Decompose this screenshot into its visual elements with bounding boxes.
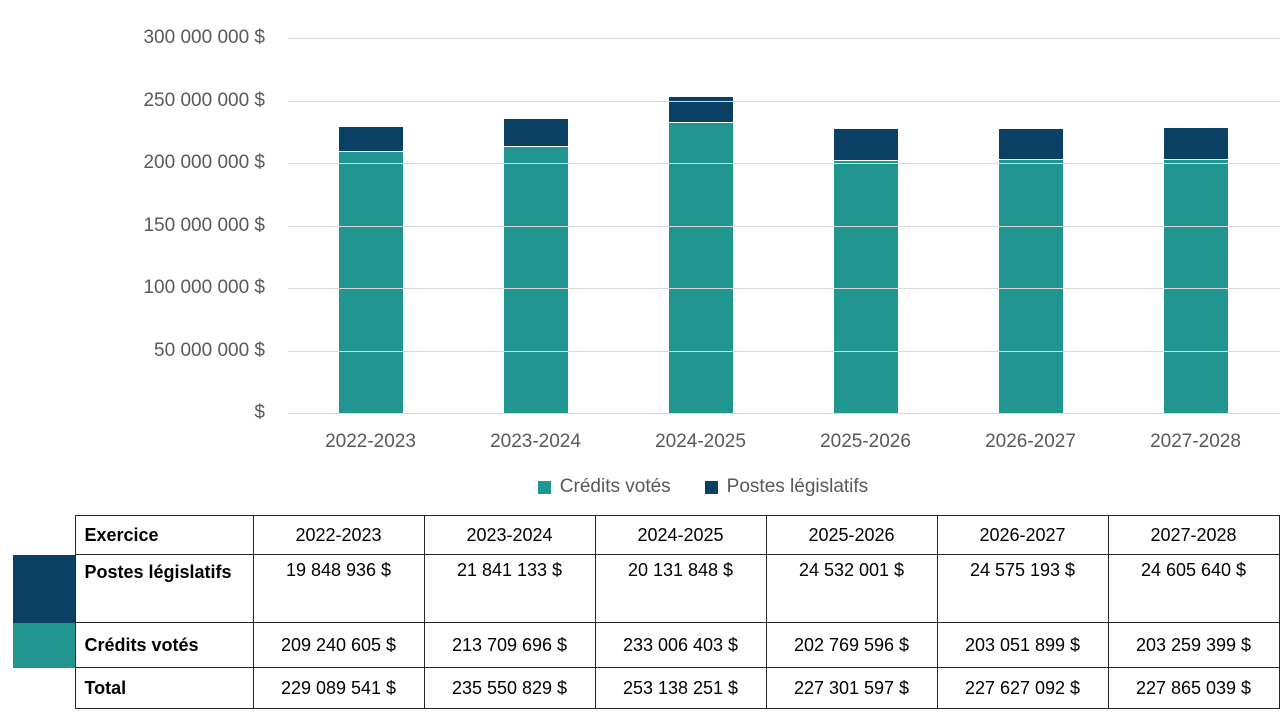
legend-item: Crédits votés bbox=[537, 476, 671, 498]
bar-segment-credits-votes bbox=[998, 159, 1063, 413]
table-cell: 24 605 640 $ bbox=[1107, 554, 1280, 623]
table-cell: 2025-2026 bbox=[765, 515, 938, 555]
table-row-label: Postes législatifs bbox=[74, 554, 254, 623]
y-axis-tick-label: 250 000 000 $ bbox=[143, 89, 265, 111]
chart-legend: Crédits votés Postes législatifs bbox=[0, 476, 1280, 498]
x-axis-label: 2023-2024 bbox=[490, 431, 581, 452]
data-table: Exercice 2022-2023 2023-2024 2024-2025 2025-… bbox=[13, 515, 1280, 709]
bar-segment-postes-legislatifs bbox=[833, 128, 898, 160]
x-axis: 2022-2023 2023-2024 2024-2025 2025-2026 2026… bbox=[288, 431, 1278, 453]
x-axis-label: 2027-2028 bbox=[1150, 431, 1241, 452]
y-axis-tick-label: 50 000 000 $ bbox=[154, 339, 265, 361]
y-axis-tick-label: 300 000 000 $ bbox=[143, 27, 265, 48]
table-cell: 21 841 133 $ bbox=[423, 554, 596, 623]
bar-segment-postes-legislatifs bbox=[338, 126, 403, 152]
bar-segment-postes-legislatifs bbox=[503, 118, 568, 146]
table-cell: 233 006 403 $ bbox=[594, 622, 767, 668]
table-cell: 19 848 936 $ bbox=[252, 554, 425, 623]
table-row-postes-legislatifs: Postes législatifs 19 848 936 $21 841 133… bbox=[13, 554, 1280, 623]
row-swatch-navy bbox=[13, 554, 75, 623]
gridline bbox=[288, 288, 1280, 289]
table-row-label: Total bbox=[74, 667, 254, 709]
table-cell: 2024-2025 bbox=[594, 515, 767, 555]
gridline bbox=[288, 163, 1280, 164]
table-header-label: Exercice bbox=[74, 515, 254, 555]
table-cell: 227 865 039 $ bbox=[1107, 667, 1280, 709]
legend-label: Postes législatifs bbox=[726, 476, 869, 497]
plot-area bbox=[288, 38, 1278, 413]
y-axis-tick-label: 100 000 000 $ bbox=[143, 277, 265, 298]
bar-column-2027-2028 bbox=[1113, 38, 1278, 413]
table-cell: 2027-2028 bbox=[1107, 515, 1280, 555]
table-cell: 253 138 251 $ bbox=[594, 667, 767, 709]
row-swatch-empty bbox=[13, 516, 75, 555]
x-axis-label: 2025-2026 bbox=[820, 431, 911, 452]
table-row-label: Crédits votés bbox=[74, 622, 254, 668]
row-swatch-empty bbox=[13, 668, 75, 709]
bar-segment-credits-votes bbox=[833, 159, 898, 413]
legend-swatch-icon bbox=[537, 480, 551, 494]
stacked-bar-2024-2025 bbox=[668, 96, 733, 413]
x-axis-label: 2024-2025 bbox=[655, 431, 746, 452]
table-cell: 20 131 848 $ bbox=[594, 554, 767, 623]
table-cell: 203 259 399 $ bbox=[1107, 622, 1280, 668]
stacked-bar-2022-2023 bbox=[338, 126, 403, 413]
table-header-row: Exercice 2022-2023 2023-2024 2024-2025 2025-… bbox=[13, 515, 1280, 555]
gridline bbox=[288, 38, 1280, 39]
stacked-bar-chart: 2022-2023 2023-2024 2024-2025 2025-2026 2026… bbox=[0, 27, 1280, 498]
x-axis-label: 2022-2023 bbox=[325, 431, 416, 452]
gridline bbox=[288, 100, 1280, 102]
y-axis-tick-label: 200 000 000 $ bbox=[143, 152, 265, 173]
y-axis-tick-label: $ bbox=[254, 402, 265, 423]
bar-column-2026-2027 bbox=[948, 38, 1113, 413]
x-axis-label: 2026-2027 bbox=[985, 431, 1076, 452]
gridline bbox=[288, 225, 1280, 227]
bar-segment-credits-votes bbox=[1163, 158, 1228, 413]
bar-segment-credits-votes bbox=[338, 151, 403, 413]
table-cell: 235 550 829 $ bbox=[423, 667, 596, 709]
stacked-bar-2023-2024 bbox=[503, 118, 568, 413]
bar-segment-postes-legislatifs bbox=[1163, 128, 1228, 159]
table-cell: 209 240 605 $ bbox=[252, 622, 425, 668]
bar-segment-credits-votes bbox=[668, 121, 733, 413]
table-cell: 227 301 597 $ bbox=[765, 667, 938, 709]
bar-segment-postes-legislatifs bbox=[998, 128, 1063, 160]
legend-label: Crédits votés bbox=[559, 476, 671, 497]
table-cell: 2023-2024 bbox=[423, 515, 596, 555]
stacked-bar-2027-2028 bbox=[1163, 128, 1228, 413]
table-cell: 202 769 596 $ bbox=[765, 622, 938, 668]
table-row-total: Total 229 089 541 $235 550 829 $253 138 2… bbox=[13, 667, 1280, 709]
row-swatch-teal bbox=[13, 622, 75, 668]
bar-segment-credits-votes bbox=[503, 145, 568, 413]
table-cell: 24 532 001 $ bbox=[765, 554, 938, 623]
data-table-section: Exercice 2022-2023 2023-2024 2024-2025 2025-… bbox=[13, 515, 1280, 709]
bar-column-2023-2024 bbox=[453, 38, 618, 413]
stacked-bar-2026-2027 bbox=[998, 128, 1063, 413]
y-axis-tick-label: 150 000 000 $ bbox=[143, 214, 265, 236]
table-cell: 227 627 092 $ bbox=[936, 667, 1109, 709]
table-cell: 2022-2023 bbox=[252, 515, 425, 555]
table-row-credits-votes: Crédits votés 209 240 605 $213 709 696 $2… bbox=[13, 622, 1280, 668]
table-cell: 24 575 193 $ bbox=[936, 554, 1109, 623]
table-cell: 203 051 899 $ bbox=[936, 622, 1109, 668]
gridline bbox=[288, 413, 1280, 414]
bar-column-2022-2023 bbox=[288, 38, 453, 413]
stacked-bar-2025-2026 bbox=[833, 128, 898, 413]
table-cell: 229 089 541 $ bbox=[252, 667, 425, 709]
legend-item: Postes législatifs bbox=[704, 476, 869, 498]
gridline bbox=[288, 350, 1280, 352]
table-cell: 2026-2027 bbox=[936, 515, 1109, 555]
bar-column-2025-2026 bbox=[783, 38, 948, 413]
legend-swatch-icon bbox=[704, 480, 718, 494]
table-cell: 213 709 696 $ bbox=[423, 622, 596, 668]
